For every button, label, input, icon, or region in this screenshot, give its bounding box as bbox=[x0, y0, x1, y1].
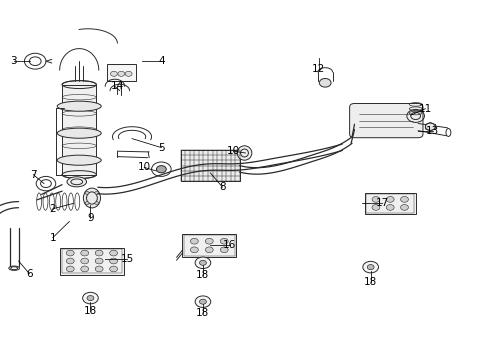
Bar bbox=[61, 248, 122, 274]
Circle shape bbox=[109, 258, 117, 264]
Ellipse shape bbox=[57, 101, 101, 111]
Text: 3: 3 bbox=[10, 56, 17, 66]
Circle shape bbox=[220, 238, 228, 244]
Text: 5: 5 bbox=[158, 143, 164, 153]
Circle shape bbox=[205, 247, 213, 253]
Circle shape bbox=[81, 258, 88, 264]
Circle shape bbox=[205, 238, 213, 244]
Bar bbox=[365, 194, 414, 213]
Ellipse shape bbox=[83, 188, 101, 208]
Circle shape bbox=[386, 204, 393, 210]
Bar bbox=[60, 248, 123, 274]
Text: 6: 6 bbox=[26, 269, 33, 279]
Bar bbox=[106, 64, 136, 81]
Circle shape bbox=[400, 204, 407, 210]
Text: 1: 1 bbox=[49, 233, 56, 243]
Circle shape bbox=[195, 296, 210, 307]
Text: 11: 11 bbox=[418, 104, 431, 114]
Circle shape bbox=[109, 250, 117, 256]
Circle shape bbox=[87, 296, 94, 301]
Bar bbox=[364, 193, 415, 214]
Circle shape bbox=[118, 71, 124, 76]
FancyBboxPatch shape bbox=[349, 104, 422, 138]
Circle shape bbox=[95, 266, 103, 272]
Text: 18: 18 bbox=[196, 270, 209, 280]
Text: 16: 16 bbox=[223, 240, 236, 250]
Circle shape bbox=[85, 192, 89, 194]
Bar bbox=[182, 234, 236, 257]
Text: 2: 2 bbox=[49, 204, 56, 214]
Circle shape bbox=[400, 197, 407, 202]
Text: 9: 9 bbox=[87, 213, 94, 223]
Circle shape bbox=[66, 258, 74, 264]
Circle shape bbox=[199, 260, 206, 265]
Circle shape bbox=[66, 250, 74, 256]
Circle shape bbox=[371, 204, 379, 210]
Text: 18: 18 bbox=[83, 306, 97, 316]
Text: 10: 10 bbox=[227, 146, 240, 156]
Bar bbox=[181, 150, 239, 181]
Bar bbox=[183, 235, 234, 256]
Circle shape bbox=[95, 202, 99, 204]
Circle shape bbox=[110, 71, 117, 76]
Text: 18: 18 bbox=[196, 308, 209, 318]
Circle shape bbox=[190, 247, 198, 253]
Circle shape bbox=[82, 292, 98, 304]
Text: 17: 17 bbox=[375, 198, 388, 208]
Circle shape bbox=[190, 238, 198, 244]
Circle shape bbox=[95, 250, 103, 256]
Circle shape bbox=[425, 123, 434, 130]
Circle shape bbox=[95, 258, 103, 264]
Circle shape bbox=[109, 266, 117, 272]
Circle shape bbox=[81, 266, 88, 272]
Circle shape bbox=[81, 250, 88, 256]
Ellipse shape bbox=[62, 81, 96, 89]
Circle shape bbox=[362, 261, 378, 273]
Ellipse shape bbox=[237, 146, 251, 160]
Circle shape bbox=[66, 266, 74, 272]
Text: 13: 13 bbox=[425, 126, 439, 136]
Circle shape bbox=[195, 257, 210, 269]
Ellipse shape bbox=[406, 107, 419, 134]
Text: 12: 12 bbox=[311, 64, 325, 74]
Circle shape bbox=[95, 192, 99, 194]
Circle shape bbox=[366, 265, 373, 270]
Text: 4: 4 bbox=[158, 56, 164, 66]
Ellipse shape bbox=[57, 155, 101, 165]
Text: 15: 15 bbox=[120, 254, 134, 264]
Ellipse shape bbox=[62, 171, 96, 179]
Ellipse shape bbox=[352, 107, 366, 134]
Text: 8: 8 bbox=[219, 182, 225, 192]
Text: 10: 10 bbox=[138, 162, 150, 172]
Ellipse shape bbox=[67, 177, 86, 187]
Ellipse shape bbox=[57, 128, 101, 138]
Circle shape bbox=[85, 202, 89, 204]
Circle shape bbox=[220, 247, 228, 253]
Text: 18: 18 bbox=[363, 276, 377, 287]
Text: 7: 7 bbox=[30, 170, 37, 180]
Circle shape bbox=[386, 197, 393, 202]
Bar bbox=[62, 85, 96, 175]
Circle shape bbox=[371, 197, 379, 202]
Circle shape bbox=[125, 71, 132, 76]
Text: 14: 14 bbox=[110, 81, 124, 91]
Circle shape bbox=[319, 78, 330, 87]
Circle shape bbox=[199, 299, 206, 304]
Bar bbox=[359, 107, 412, 134]
Circle shape bbox=[156, 166, 166, 173]
